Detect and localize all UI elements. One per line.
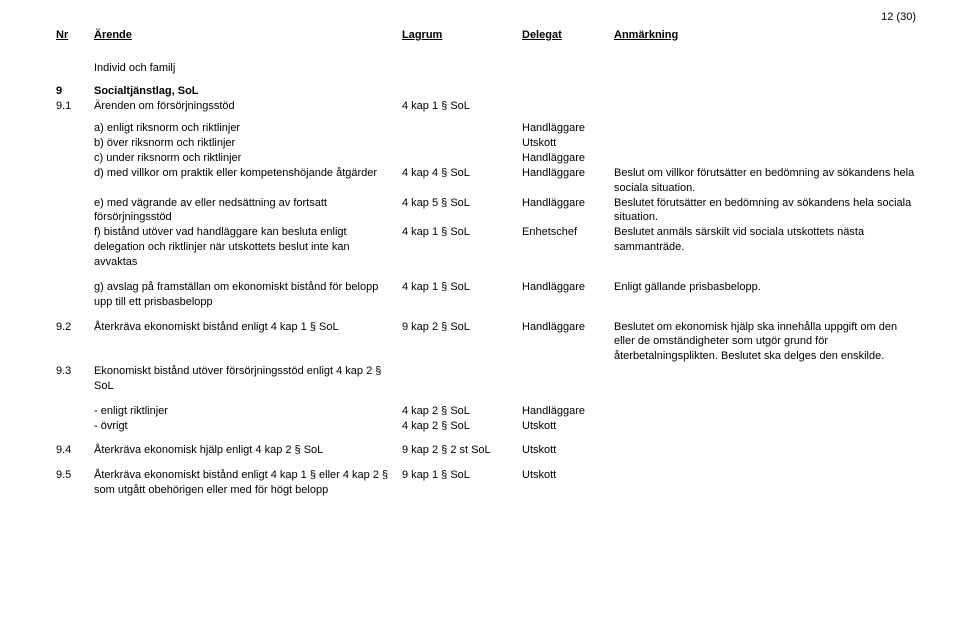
cell-delegat: Handläggare xyxy=(522,280,614,295)
table-row: b) över riksnorm och riktlinjer Utskott xyxy=(56,136,916,151)
header-arende: Ärende xyxy=(94,28,402,43)
cell-nr: 9.4 xyxy=(56,443,94,458)
cell-lagrum: 9 kap 2 § 2 st SoL xyxy=(402,443,522,458)
cell-lagrum: 4 kap 1 § SoL xyxy=(402,225,522,240)
cell-arende: f) bistånd utöver vad handläggare kan be… xyxy=(94,225,402,270)
cell-anm: Beslut om villkor förutsätter en bedömni… xyxy=(614,166,916,196)
header-delegat: Delegat xyxy=(522,28,614,43)
table-row: c) under riksnorm och riktlinjer Handläg… xyxy=(56,151,916,166)
table-row: 9.2 Återkräva ekonomiskt bistånd enligt … xyxy=(56,320,916,365)
cell-delegat: Enhetschef xyxy=(522,225,614,240)
cell-nr: 9.2 xyxy=(56,320,94,335)
cell-nr: 9.3 xyxy=(56,364,94,379)
cell-lagrum: 9 kap 1 § SoL xyxy=(402,468,522,483)
cell-lagrum: 4 kap 1 § SoL xyxy=(402,280,522,295)
header-nr: Nr xyxy=(56,28,94,43)
cell-arende: Återkräva ekonomiskt bistånd enligt 4 ka… xyxy=(94,320,402,335)
cell-delegat: Handläggare xyxy=(522,166,614,181)
table-row: g) avslag på framställan om ekonomiskt b… xyxy=(56,280,916,310)
cell-lagrum: 4 kap 1 § SoL xyxy=(402,99,522,114)
table-row: - enligt riktlinjer 4 kap 2 § SoL Handlä… xyxy=(56,404,916,419)
cell-arende: Ärenden om försörjningsstöd xyxy=(94,99,402,114)
table-header: Nr Ärende Lagrum Delegat Anmärkning xyxy=(56,28,916,43)
cell-lagrum: 9 kap 2 § SoL xyxy=(402,320,522,335)
header-lagrum: Lagrum xyxy=(402,28,522,43)
cell-arende: c) under riksnorm och riktlinjer xyxy=(94,151,402,166)
table-row: 9.1 Ärenden om försörjningsstöd 4 kap 1 … xyxy=(56,99,916,114)
cell-anm: Beslutet förutsätter en bedömning av sök… xyxy=(614,196,916,226)
cell-arende: e) med vägrande av eller nedsättning av … xyxy=(94,196,402,226)
cell-nr: 9.1 xyxy=(56,99,94,114)
table-row: e) med vägrande av eller nedsättning av … xyxy=(56,196,916,226)
document-page: 12 (30) Nr Ärende Lagrum Delegat Anmärkn… xyxy=(0,0,960,518)
header-anmarkning: Anmärkning xyxy=(614,28,916,43)
table-row: - övrigt 4 kap 2 § SoL Utskott xyxy=(56,419,916,434)
cell-delegat: Utskott xyxy=(522,419,614,434)
cell-arende: Återkräva ekonomisk hjälp enligt 4 kap 2… xyxy=(94,443,402,458)
table-row: 9.5 Återkräva ekonomiskt bistånd enligt … xyxy=(56,468,916,498)
table-row: a) enligt riksnorm och riktlinjer Handlä… xyxy=(56,121,916,136)
cell-lagrum: 4 kap 4 § SoL xyxy=(402,166,522,181)
cell-arende: g) avslag på framställan om ekonomiskt b… xyxy=(94,280,402,310)
cell-nr: 9.5 xyxy=(56,468,94,483)
cell-arende: Ekonomiskt bistånd utöver försörjningsst… xyxy=(94,364,402,394)
page-number: 12 (30) xyxy=(881,10,916,25)
cell-delegat: Handläggare xyxy=(522,404,614,419)
cell-anm: Enligt gällande prisbasbelopp. xyxy=(614,280,916,295)
cell-arende: b) över riksnorm och riktlinjer xyxy=(94,136,402,151)
cell-arende: - övrigt xyxy=(94,419,402,434)
cell-arende: Återkräva ekonomiskt bistånd enligt 4 ka… xyxy=(94,468,402,498)
table-row: 9.3 Ekonomiskt bistånd utöver försörjnin… xyxy=(56,364,916,394)
cell-arende: d) med villkor om praktik eller kompeten… xyxy=(94,166,402,181)
cell-anm: Beslutet om ekonomisk hjälp ska innehåll… xyxy=(614,320,916,365)
cell-delegat: Utskott xyxy=(522,468,614,483)
cell-delegat: Utskott xyxy=(522,443,614,458)
cell-anm: Beslutet anmäls särskilt vid sociala uts… xyxy=(614,225,916,255)
table-row: d) med villkor om praktik eller kompeten… xyxy=(56,166,916,196)
table-row: 9.4 Återkräva ekonomisk hjälp enligt 4 k… xyxy=(56,443,916,458)
cell-lagrum: 4 kap 5 § SoL xyxy=(402,196,522,211)
cell-delegat: Utskott xyxy=(522,136,614,151)
cell-delegat: Handläggare xyxy=(522,121,614,136)
cell-arende: a) enligt riksnorm och riktlinjer xyxy=(94,121,402,136)
cell-delegat: Handläggare xyxy=(522,151,614,166)
cell-arende: Socialtjänstlag, SoL xyxy=(94,84,402,99)
cell-arende: - enligt riktlinjer xyxy=(94,404,402,419)
cell-lagrum: 4 kap 2 § SoL xyxy=(402,404,522,419)
cell-delegat: Handläggare xyxy=(522,320,614,335)
cell-nr: 9 xyxy=(56,84,94,99)
table-row: 9 Socialtjänstlag, SoL xyxy=(56,84,916,99)
section-title: Individ och familj xyxy=(94,61,402,76)
section-row: Individ och familj xyxy=(56,57,916,84)
table-row: f) bistånd utöver vad handläggare kan be… xyxy=(56,225,916,270)
cell-lagrum: 4 kap 2 § SoL xyxy=(402,419,522,434)
cell-delegat: Handläggare xyxy=(522,196,614,211)
